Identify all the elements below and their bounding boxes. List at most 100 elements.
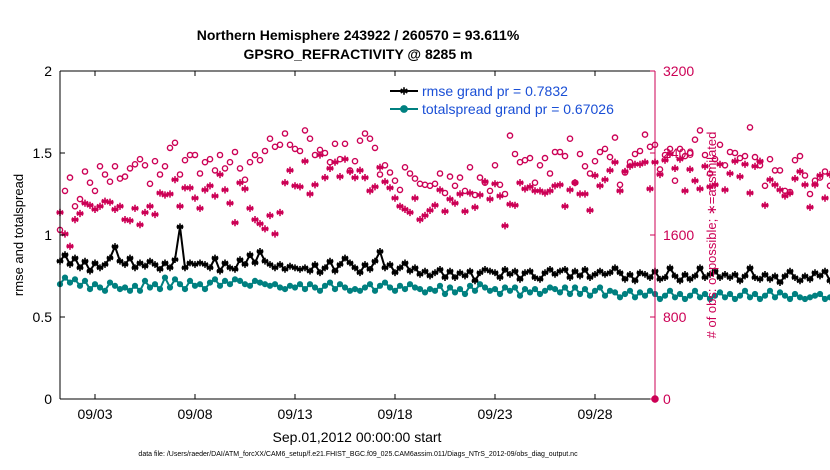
data-point (576, 290, 584, 298)
data-point (366, 281, 374, 288)
data-point (681, 271, 689, 278)
data-point (226, 199, 234, 207)
data-point (241, 281, 249, 288)
data-point (471, 287, 479, 294)
data-point (441, 290, 449, 298)
data-point (641, 271, 649, 278)
data-point (86, 286, 94, 293)
data-point (61, 274, 69, 281)
data-point (706, 271, 714, 278)
data-point (666, 264, 674, 272)
data-point (816, 290, 824, 298)
data-point (761, 201, 769, 209)
data-point (546, 187, 554, 195)
data-point (211, 167, 219, 174)
data-point (476, 269, 484, 277)
data-point (611, 134, 619, 141)
data-point (341, 140, 349, 148)
rmse-spread-series (56, 223, 830, 303)
data-point (371, 183, 379, 191)
data-point (226, 281, 234, 288)
data-point (81, 199, 89, 207)
data-point (386, 184, 394, 192)
data-point (256, 248, 264, 255)
data-point (286, 282, 294, 289)
data-point (691, 272, 699, 280)
data-point (61, 187, 69, 195)
data-point (581, 266, 589, 273)
data-point (601, 145, 609, 153)
data-point (756, 157, 764, 165)
data-point (181, 286, 189, 293)
data-point (261, 225, 269, 233)
data-point (411, 284, 419, 291)
x-axis-label: Sep.01,2012 00:00:00 start (273, 429, 442, 445)
data-point (306, 190, 314, 198)
data-point (76, 209, 84, 218)
data-point (731, 157, 739, 165)
data-point (501, 284, 509, 291)
data-point (141, 277, 149, 285)
data-point (266, 211, 274, 220)
data-point (591, 171, 599, 180)
data-point (201, 261, 209, 268)
data-point (261, 257, 269, 265)
data-point (296, 183, 304, 191)
data-point (396, 186, 404, 194)
y-tick-label-left: 0 (44, 391, 52, 407)
data-point (201, 186, 209, 194)
data-point (751, 162, 759, 170)
data-point (546, 266, 554, 273)
y-tick-label-right: 2400 (663, 145, 694, 161)
data-point (746, 264, 754, 272)
data-point (281, 286, 289, 293)
data-point (696, 127, 704, 134)
data-point (806, 275, 814, 283)
data-point (276, 208, 284, 217)
series-possible (56, 124, 830, 234)
data-point (576, 150, 584, 158)
data-point (626, 162, 634, 170)
data-point (336, 261, 344, 268)
data-point (386, 169, 394, 176)
data-point (141, 262, 149, 270)
data-point (121, 261, 129, 268)
data-point (176, 223, 184, 231)
data-point (216, 267, 224, 275)
data-point (221, 186, 229, 194)
data-point (346, 167, 354, 176)
data-point (161, 191, 169, 199)
data-point (181, 264, 189, 272)
data-point (636, 160, 644, 168)
data-point (671, 272, 679, 280)
data-point (791, 274, 799, 281)
data-point (96, 202, 104, 210)
data-point (266, 282, 274, 289)
data-point (806, 294, 814, 301)
data-point (731, 149, 739, 157)
data-point (566, 274, 574, 281)
data-point (621, 290, 629, 298)
data-point (561, 284, 569, 291)
data-point (681, 187, 689, 195)
data-point (766, 275, 774, 283)
data-point (76, 264, 84, 272)
data-point (821, 267, 829, 275)
data-point (436, 170, 444, 177)
data-point (766, 176, 774, 184)
y-tick-label-right: 0 (663, 391, 671, 407)
data-point (156, 266, 164, 273)
data-point (701, 290, 709, 298)
data-point (726, 169, 734, 178)
data-point (616, 187, 624, 195)
data-point (386, 261, 394, 268)
data-point (711, 292, 719, 299)
data-point (96, 284, 104, 291)
data-point (146, 257, 154, 265)
data-point (301, 286, 309, 293)
series-rmse (56, 223, 830, 286)
data-point (526, 289, 534, 296)
data-point (816, 272, 824, 280)
data-point (171, 256, 179, 263)
data-point (81, 257, 89, 265)
